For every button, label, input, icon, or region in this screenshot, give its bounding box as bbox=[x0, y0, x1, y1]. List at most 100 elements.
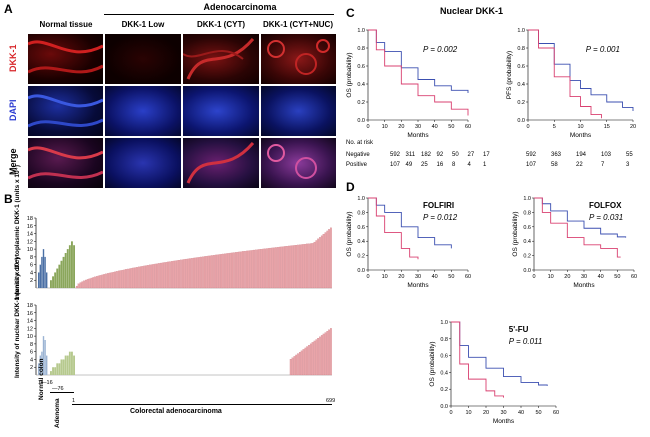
b-bar-normal bbox=[38, 272, 40, 288]
b-bar-carcinoma bbox=[330, 328, 332, 376]
km-ytick-label: 0.8 bbox=[357, 46, 365, 52]
km-xtick-label: 10 bbox=[577, 124, 583, 130]
b-bar-carcinoma bbox=[258, 249, 261, 289]
b-bar-carcinoma bbox=[88, 278, 91, 289]
b-bar-carcinoma bbox=[309, 243, 312, 289]
micrograph-normal-dapi bbox=[28, 86, 103, 136]
km-xlabel: Months bbox=[407, 282, 429, 289]
b-bar-carcinoma bbox=[262, 248, 265, 289]
km-ytick-label: 0.6 bbox=[517, 64, 525, 70]
b-bar-carcinoma bbox=[110, 272, 113, 289]
b-bar-carcinoma bbox=[295, 245, 298, 289]
b-bar-carcinoma bbox=[240, 251, 243, 289]
b-ytick-label: 8 bbox=[30, 342, 33, 348]
km-ytick-label: 0.0 bbox=[357, 268, 365, 274]
panel-a-letter: A bbox=[4, 2, 13, 16]
b-bar-carcinoma bbox=[295, 354, 298, 376]
b-bar-carcinoma bbox=[123, 269, 126, 289]
km-ytick-label: 1.0 bbox=[440, 320, 448, 326]
b-bar-carcinoma bbox=[103, 274, 106, 289]
b-bar-normal bbox=[42, 249, 45, 288]
b-bar-carcinoma bbox=[161, 262, 164, 289]
km-ytick-label: 0.6 bbox=[523, 225, 531, 231]
b-bar-carcinoma bbox=[224, 253, 226, 289]
km-xtick-label: 10 bbox=[548, 274, 554, 280]
at-risk-os-positive: 4 bbox=[467, 162, 471, 168]
km-xtick-label: 0 bbox=[526, 124, 529, 130]
b-bar-carcinoma bbox=[99, 275, 102, 289]
b-ytick-label: 14 bbox=[27, 319, 33, 325]
km-ytick-label: 0.6 bbox=[357, 64, 365, 70]
b-ytick-label: 14 bbox=[27, 232, 33, 238]
b-bar-carcinoma bbox=[231, 252, 234, 289]
at-risk-os-positive: 107 bbox=[390, 162, 401, 168]
b-bar-carcinoma bbox=[266, 248, 268, 289]
km-title: FOLFOX bbox=[589, 201, 622, 210]
at-risk-pfs-negative: 363 bbox=[551, 152, 562, 158]
b-bar-carcinoma bbox=[97, 275, 100, 289]
b-bar-carcinoma bbox=[176, 260, 179, 289]
b-bar-carcinoma bbox=[297, 353, 299, 376]
b-bar-carcinoma bbox=[304, 347, 307, 376]
km-ytick-label: 0.4 bbox=[440, 370, 448, 376]
column-normal-tissue: Normal tissue bbox=[39, 20, 93, 29]
km-ytick-label: 0.8 bbox=[523, 210, 531, 216]
b-ytick-label: 16 bbox=[27, 224, 33, 230]
b-bar-carcinoma bbox=[101, 274, 104, 289]
b-bar-carcinoma bbox=[275, 247, 277, 289]
b-bar-carcinoma bbox=[94, 276, 96, 289]
b-bar-carcinoma bbox=[300, 350, 303, 376]
b-bar-carcinoma bbox=[198, 257, 201, 289]
b-bar-carcinoma bbox=[324, 332, 327, 376]
km-xtick-label: 0 bbox=[449, 410, 452, 416]
b-bar-carcinoma bbox=[147, 265, 149, 289]
km-ytick-label: 0.0 bbox=[517, 118, 525, 124]
b-bar-adenoma bbox=[52, 276, 54, 288]
b-bar-carcinoma bbox=[249, 250, 252, 289]
b-bar-carcinoma bbox=[112, 271, 115, 289]
b-bar-adenoma bbox=[68, 351, 71, 375]
b-bar-carcinoma bbox=[160, 262, 162, 289]
km-ytick-label: 0.4 bbox=[357, 82, 365, 88]
b-bar-carcinoma bbox=[289, 359, 292, 376]
b-group-carcinoma: Colorectal adenocarcinoma bbox=[130, 408, 222, 415]
b-bar-carcinoma bbox=[79, 282, 82, 289]
b-bar-carcinoma bbox=[96, 276, 98, 289]
b-bar-carcinoma bbox=[105, 273, 107, 289]
b-bar-adenoma bbox=[58, 363, 61, 375]
b-bar-carcinoma bbox=[86, 279, 89, 289]
km-xtick-label: 20 bbox=[564, 274, 570, 280]
panel-c-letter: C bbox=[346, 6, 355, 20]
b-bar-carcinoma bbox=[85, 279, 87, 289]
b-bar-carcinoma bbox=[328, 329, 330, 376]
b-bar-adenoma bbox=[58, 264, 61, 288]
b-bar-carcinoma bbox=[152, 264, 155, 289]
b-bar-carcinoma bbox=[282, 246, 285, 289]
km-curve-positive bbox=[534, 197, 621, 258]
b-bar-adenoma bbox=[50, 280, 52, 288]
b-bar-carcinoma bbox=[309, 343, 312, 376]
km-ylabel: OS (probability) bbox=[429, 341, 436, 386]
b-bar-carcinoma bbox=[136, 267, 138, 289]
at-risk-title: No. at risk bbox=[346, 140, 374, 146]
b-bar-carcinoma bbox=[289, 245, 292, 289]
km-xtick-label: 30 bbox=[415, 124, 421, 130]
panel-c-title: Nuclear DKK-1 bbox=[440, 6, 504, 16]
km-xtick-label: 0 bbox=[366, 124, 369, 130]
b-bar-normal bbox=[41, 351, 43, 375]
b-bar-carcinoma bbox=[174, 260, 177, 289]
b-ytick-label: 10 bbox=[27, 334, 33, 340]
b-bar-adenoma bbox=[56, 268, 59, 288]
panel-c-km-charts: 0.00.20.40.60.81.00 10 20 30 40 50 60MonthsOS … bbox=[346, 28, 636, 139]
b-bar-normal bbox=[39, 355, 41, 375]
km-ytick-label: 0.2 bbox=[523, 254, 531, 260]
km-ylabel: OS (probability) bbox=[346, 211, 353, 256]
b-carcinoma-bracket bbox=[72, 404, 332, 405]
at-risk-pfs-positive: 107 bbox=[526, 162, 537, 168]
b-bar-carcinoma bbox=[143, 265, 146, 289]
b-xtick-carcinoma-end: 699 bbox=[326, 398, 336, 404]
at-risk-os-negative: 311 bbox=[405, 152, 416, 158]
km-curve-negative bbox=[368, 29, 469, 93]
km-xtick-label: 20 bbox=[398, 124, 404, 130]
km-curve-negative bbox=[451, 321, 548, 386]
